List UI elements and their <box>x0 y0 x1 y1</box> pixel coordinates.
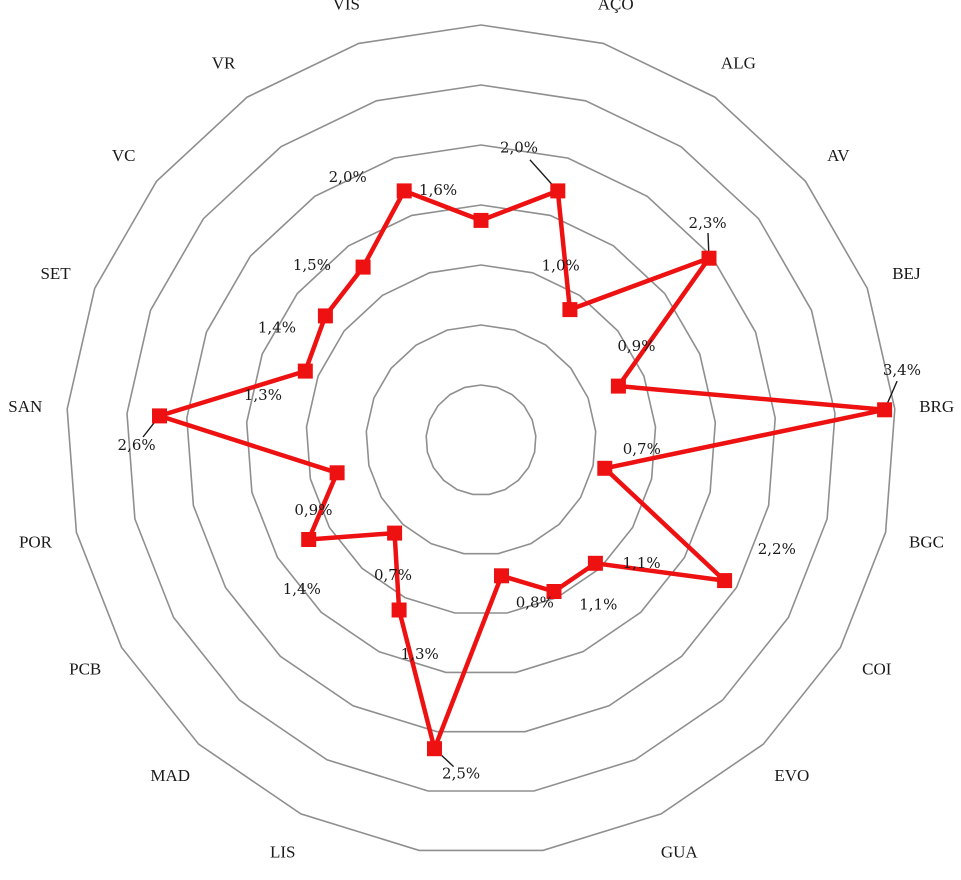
axis-label-por: POR <box>19 533 53 552</box>
axis-label-pcb: PCB <box>69 660 101 679</box>
value-label-alg: 1,0% <box>542 257 580 275</box>
value-label-pcb: 1,4% <box>283 580 321 598</box>
axis-label-vc: VC <box>112 146 136 165</box>
axis-label-bej: BEJ <box>892 264 921 283</box>
value-label-vis: 2,0% <box>329 168 367 186</box>
data-point-aço <box>550 183 566 199</box>
radar-grid <box>66 24 896 852</box>
axis-labels: NACIONALAÇOALGAVBEJBRGBGCCOIEVOGUALAMLEI… <box>8 0 954 862</box>
axis-label-vis: VIS <box>333 0 360 13</box>
value-label-lei: 2,5% <box>442 765 480 783</box>
value-label-vc: 1,4% <box>258 319 296 337</box>
data-point-mad <box>387 525 403 541</box>
value-label-por: 0,9% <box>294 501 332 519</box>
value-label-san: 2,6% <box>118 436 156 454</box>
grid-ring <box>185 144 777 733</box>
value-label-nacional: 1,6% <box>419 181 457 199</box>
axis-label-av: AV <box>827 146 850 165</box>
data-point-alg <box>562 302 578 318</box>
value-label-vr: 1,5% <box>293 256 331 274</box>
data-point-brg <box>877 402 893 418</box>
axis-label-bgc: BGC <box>909 533 944 552</box>
value-label-mad: 0,7% <box>374 566 412 584</box>
axis-label-gua: GUA <box>661 843 699 862</box>
value-label-av: 2,3% <box>689 214 727 232</box>
data-point-lei <box>427 741 442 757</box>
axis-label-mad: MAD <box>150 766 190 785</box>
data-point-nacional <box>473 212 489 228</box>
axis-label-brg: BRG <box>919 397 954 416</box>
data-point-por <box>329 465 345 481</box>
axis-label-san: SAN <box>8 397 42 416</box>
value-label-lis: 1,3% <box>401 645 439 663</box>
data-point-vc <box>317 308 333 324</box>
grid-ring <box>66 24 896 852</box>
value-label-gua: 1,1% <box>579 596 617 614</box>
data-point-coi <box>717 573 733 589</box>
grid-ring <box>245 204 717 674</box>
data-point-bgc <box>597 460 613 476</box>
grid-ring <box>126 84 836 792</box>
value-label-bej: 0,9% <box>617 337 655 355</box>
data-point-lam <box>494 568 509 584</box>
data-point-vr <box>355 259 371 275</box>
value-label-lam: 0,8% <box>516 594 554 612</box>
value-label-aço: 2,0% <box>500 139 538 157</box>
value-label-set: 1,3% <box>244 386 282 404</box>
data-point-evo <box>587 555 603 571</box>
axis-label-aço: AÇO <box>598 0 634 13</box>
axis-label-evo: EVO <box>774 766 809 785</box>
grid-ring <box>365 324 597 555</box>
value-label-bgc: 0,7% <box>623 440 661 458</box>
data-point-san <box>152 408 167 424</box>
axis-label-set: SET <box>40 264 71 283</box>
data-point-set <box>297 363 313 379</box>
series-line <box>157 188 887 751</box>
value-label-evo: 1,1% <box>623 554 661 572</box>
data-point-bej <box>610 378 626 394</box>
axis-label-vr: VR <box>212 53 236 72</box>
grid-ring <box>425 384 537 496</box>
data-point-lis <box>391 602 407 618</box>
axis-label-alg: ALG <box>721 53 756 72</box>
axis-label-coi: COI <box>862 660 892 679</box>
value-labels: 1,6% 2,0% 1,0% 2,3% 0,9% 3,4% 0,7% 2,2% 1,1% 1,1%… <box>118 139 921 783</box>
data-point-gua <box>546 584 562 599</box>
axis-label-lis: LIS <box>270 843 296 862</box>
grid-ring <box>305 264 657 614</box>
value-label-brg: 3,4% <box>883 361 921 379</box>
data-point-vis <box>396 183 412 199</box>
value-label-coi: 2,2% <box>758 540 796 558</box>
data-series <box>152 183 893 757</box>
data-point-pcb <box>301 532 317 547</box>
data-point-av <box>701 250 717 266</box>
